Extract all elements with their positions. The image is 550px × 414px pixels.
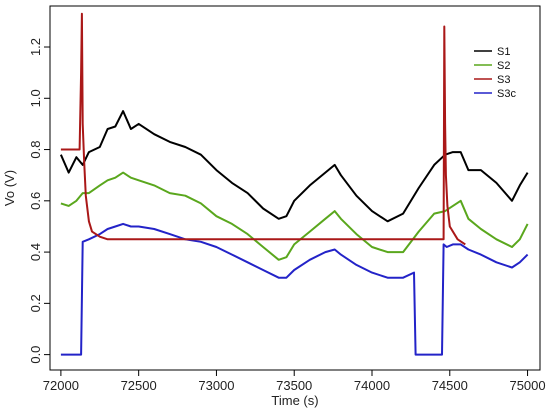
y-axis-title: Vo (V) [2,170,17,206]
x-tick-label: 73000 [198,378,234,393]
y-tick-label: 0.0 [28,346,43,364]
series-line-s3c [60,222,529,356]
x-tick-label: 74500 [432,378,468,393]
x-tick-label: 75000 [509,378,545,393]
x-tick-label: 72000 [43,378,79,393]
y-tick-label: 0.8 [28,141,43,159]
legend-label-s2: S2 [497,60,510,72]
y-tick-label: 0.6 [28,192,43,210]
y-axis: 0.0 0.2 0.4 0.6 0.8 1.0 1.2 [28,38,50,364]
legend-label-s1: S1 [497,46,510,58]
legend: S1 S2 S3 S3c [474,46,516,100]
y-tick-label: 1.0 [28,89,43,107]
y-tick-label: 1.2 [28,38,43,56]
legend-label-s3: S3 [497,74,510,86]
x-tick-label: 72500 [121,378,157,393]
plot-frame [49,5,541,371]
y-tick-label: 0.4 [28,243,43,261]
series-line-s1 [59,110,529,223]
x-axis: 72000 72500 73000 73500 74000 74500 75000 [43,370,546,393]
x-tick-label: 74000 [354,378,390,393]
plot-area [59,12,529,356]
series-line-s2 [60,171,529,261]
y-tick-label: 0.2 [28,294,43,312]
x-axis-title: Time (s) [271,393,318,408]
legend-label-s3c: S3c [497,88,516,100]
x-tick-label: 73500 [276,378,312,393]
series-line-s3 [60,12,466,246]
